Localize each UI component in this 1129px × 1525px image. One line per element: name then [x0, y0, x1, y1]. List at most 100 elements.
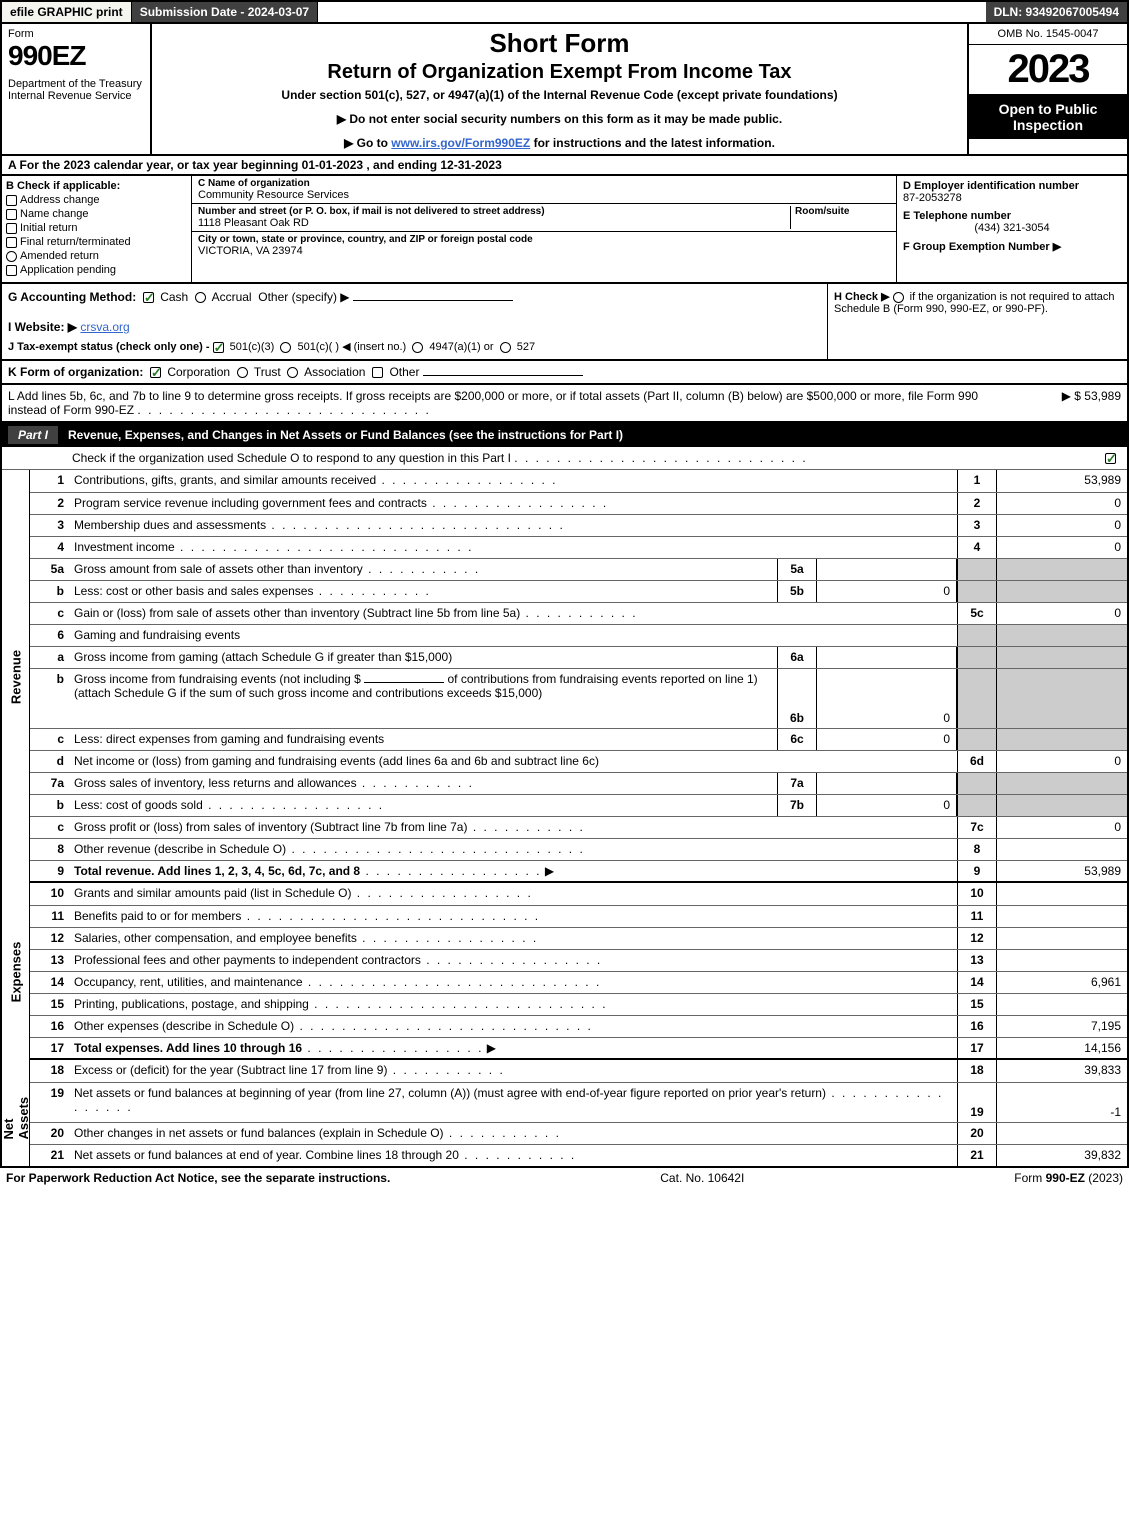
line-11-rnum: 11 [957, 906, 997, 927]
line-6-rval-shade [997, 625, 1127, 646]
line-l-value: ▶ $ 53,989 [1001, 389, 1121, 417]
checkbox-name-change[interactable] [6, 209, 17, 220]
line-6: 6 Gaming and fundraising events [30, 624, 1127, 646]
line-18-value: 39,833 [997, 1060, 1127, 1082]
checkbox-4947[interactable] [412, 342, 423, 353]
netassets-vert-text: Net Assets [1, 1087, 31, 1140]
line-2: 2 Program service revenue including gove… [30, 492, 1127, 514]
line-j-label: J Tax-exempt status (check only one) - [8, 341, 213, 353]
line-10-num: 10 [30, 883, 70, 905]
line-10: 10 Grants and similar amounts paid (list… [30, 883, 1127, 905]
line-11-num: 11 [30, 906, 70, 927]
phone-label: E Telephone number [903, 210, 1011, 222]
line-20: 20 Other changes in net assets or fund b… [30, 1122, 1127, 1144]
line-h: H Check ▶ if the organization is not req… [827, 284, 1127, 359]
line-19-rnum: 19 [957, 1083, 997, 1122]
tax-year: 2023 [969, 45, 1127, 95]
checkbox-cash[interactable] [143, 292, 154, 303]
line-7b-rval-shade [997, 795, 1127, 816]
line-6c-rnum-shade [957, 729, 997, 750]
501c3-label: 501(c)(3) [230, 341, 275, 353]
goto-post: for instructions and the latest informat… [530, 136, 775, 150]
line-6a-rnum-shade [957, 647, 997, 668]
line-6b-rnum-shade [957, 669, 997, 728]
line-20-num: 20 [30, 1123, 70, 1144]
line-7a: 7a Gross sales of inventory, less return… [30, 772, 1127, 794]
line-k: K Form of organization: Corporation Trus… [0, 361, 1129, 385]
line-6b-amount-field[interactable] [364, 682, 444, 683]
cb-name-change-label: Name change [20, 208, 89, 220]
line-13-value [997, 950, 1127, 971]
org-name-label: C Name of organization [198, 178, 890, 189]
line-7b-subnum: 7b [777, 795, 817, 816]
line-12: 12 Salaries, other compensation, and emp… [30, 927, 1127, 949]
line-4-desc: Investment income [74, 540, 175, 554]
line-12-value [997, 928, 1127, 949]
checkbox-other-org[interactable] [372, 367, 383, 378]
line-13: 13 Professional fees and other payments … [30, 949, 1127, 971]
org-city: VICTORIA, VA 23974 [198, 245, 890, 257]
checkbox-schedule-b[interactable] [893, 292, 904, 303]
checkbox-501c3[interactable] [213, 342, 224, 353]
checkbox-amended-return[interactable] [6, 251, 17, 262]
line-7a-subval [817, 773, 957, 794]
phone-value: (434) 321-3054 [903, 222, 1121, 234]
other-label: Other (specify) ▶ [258, 290, 349, 304]
checkbox-527[interactable] [500, 342, 511, 353]
line-5b-rnum-shade [957, 581, 997, 602]
cash-label: Cash [160, 290, 188, 304]
line-5b-subval: 0 [817, 581, 957, 602]
section-a-calendar-year: A For the 2023 calendar year, or tax yea… [0, 156, 1129, 176]
line-18-desc: Excess or (deficit) for the year (Subtra… [74, 1063, 387, 1077]
line-j: J Tax-exempt status (check only one) - 5… [8, 340, 821, 353]
line-10-value [997, 883, 1127, 905]
efile-label[interactable]: efile GRAPHIC print [2, 2, 132, 22]
room-label: Room/suite [795, 206, 890, 217]
form-label: Form [8, 28, 144, 40]
line-4-num: 4 [30, 537, 70, 558]
line-5b-rval-shade [997, 581, 1127, 602]
line-17-rnum: 17 [957, 1038, 997, 1058]
line-16: 16 Other expenses (describe in Schedule … [30, 1015, 1127, 1037]
line-4-rnum: 4 [957, 537, 997, 558]
other-org-field[interactable] [423, 375, 583, 376]
irs-link[interactable]: www.irs.gov/Form990EZ [391, 136, 530, 150]
cb-initial-return-label: Initial return [20, 222, 77, 234]
checkbox-address-change[interactable] [6, 195, 17, 206]
line-6c-rval-shade [997, 729, 1127, 750]
line-6d-desc: Net income or (loss) from gaming and fun… [70, 751, 957, 772]
checkbox-accrual[interactable] [195, 292, 206, 303]
line-9-rnum: 9 [957, 861, 997, 881]
omb-number: OMB No. 1545-0047 [969, 24, 1127, 45]
checkbox-corporation[interactable] [150, 367, 161, 378]
line-16-rnum: 16 [957, 1016, 997, 1037]
checkbox-application-pending[interactable] [6, 265, 17, 276]
line-6b-desc: Gross income from fundraising events (no… [70, 669, 777, 728]
checkbox-initial-return[interactable] [6, 223, 17, 234]
line-7c-rnum: 7c [957, 817, 997, 838]
schedule-o-check-row: Check if the organization used Schedule … [2, 447, 1127, 470]
cb-amended-return-label: Amended return [20, 250, 99, 262]
website-link[interactable]: crsva.org [80, 320, 129, 334]
line-6b: b Gross income from fundraising events (… [30, 668, 1127, 728]
line-g: G Accounting Method: Cash Accrual Other … [8, 290, 821, 304]
checkbox-schedule-o[interactable] [1105, 453, 1116, 464]
checkbox-trust[interactable] [237, 367, 248, 378]
checkbox-501c[interactable] [280, 342, 291, 353]
checkbox-association[interactable] [287, 367, 298, 378]
title-short-form: Short Form [162, 28, 957, 59]
line-7c-num: c [30, 817, 70, 838]
checkbox-final-return[interactable] [6, 237, 17, 248]
line-2-desc: Program service revenue including govern… [74, 496, 427, 510]
other-org-label: Other [389, 365, 419, 379]
part-1-tab: Part I [8, 426, 58, 444]
goto-link-row: ▶ Go to www.irs.gov/Form990EZ for instru… [162, 136, 957, 150]
cb-final-return-label: Final return/terminated [20, 236, 131, 248]
line-12-desc: Salaries, other compensation, and employ… [74, 931, 357, 945]
org-name: Community Resource Services [198, 189, 890, 201]
line-6d-num: d [30, 751, 70, 772]
line-15-desc: Printing, publications, postage, and shi… [74, 997, 309, 1011]
other-specify-field[interactable] [353, 300, 513, 301]
revenue-vert-text: Revenue [8, 649, 23, 703]
line-8-rnum: 8 [957, 839, 997, 860]
